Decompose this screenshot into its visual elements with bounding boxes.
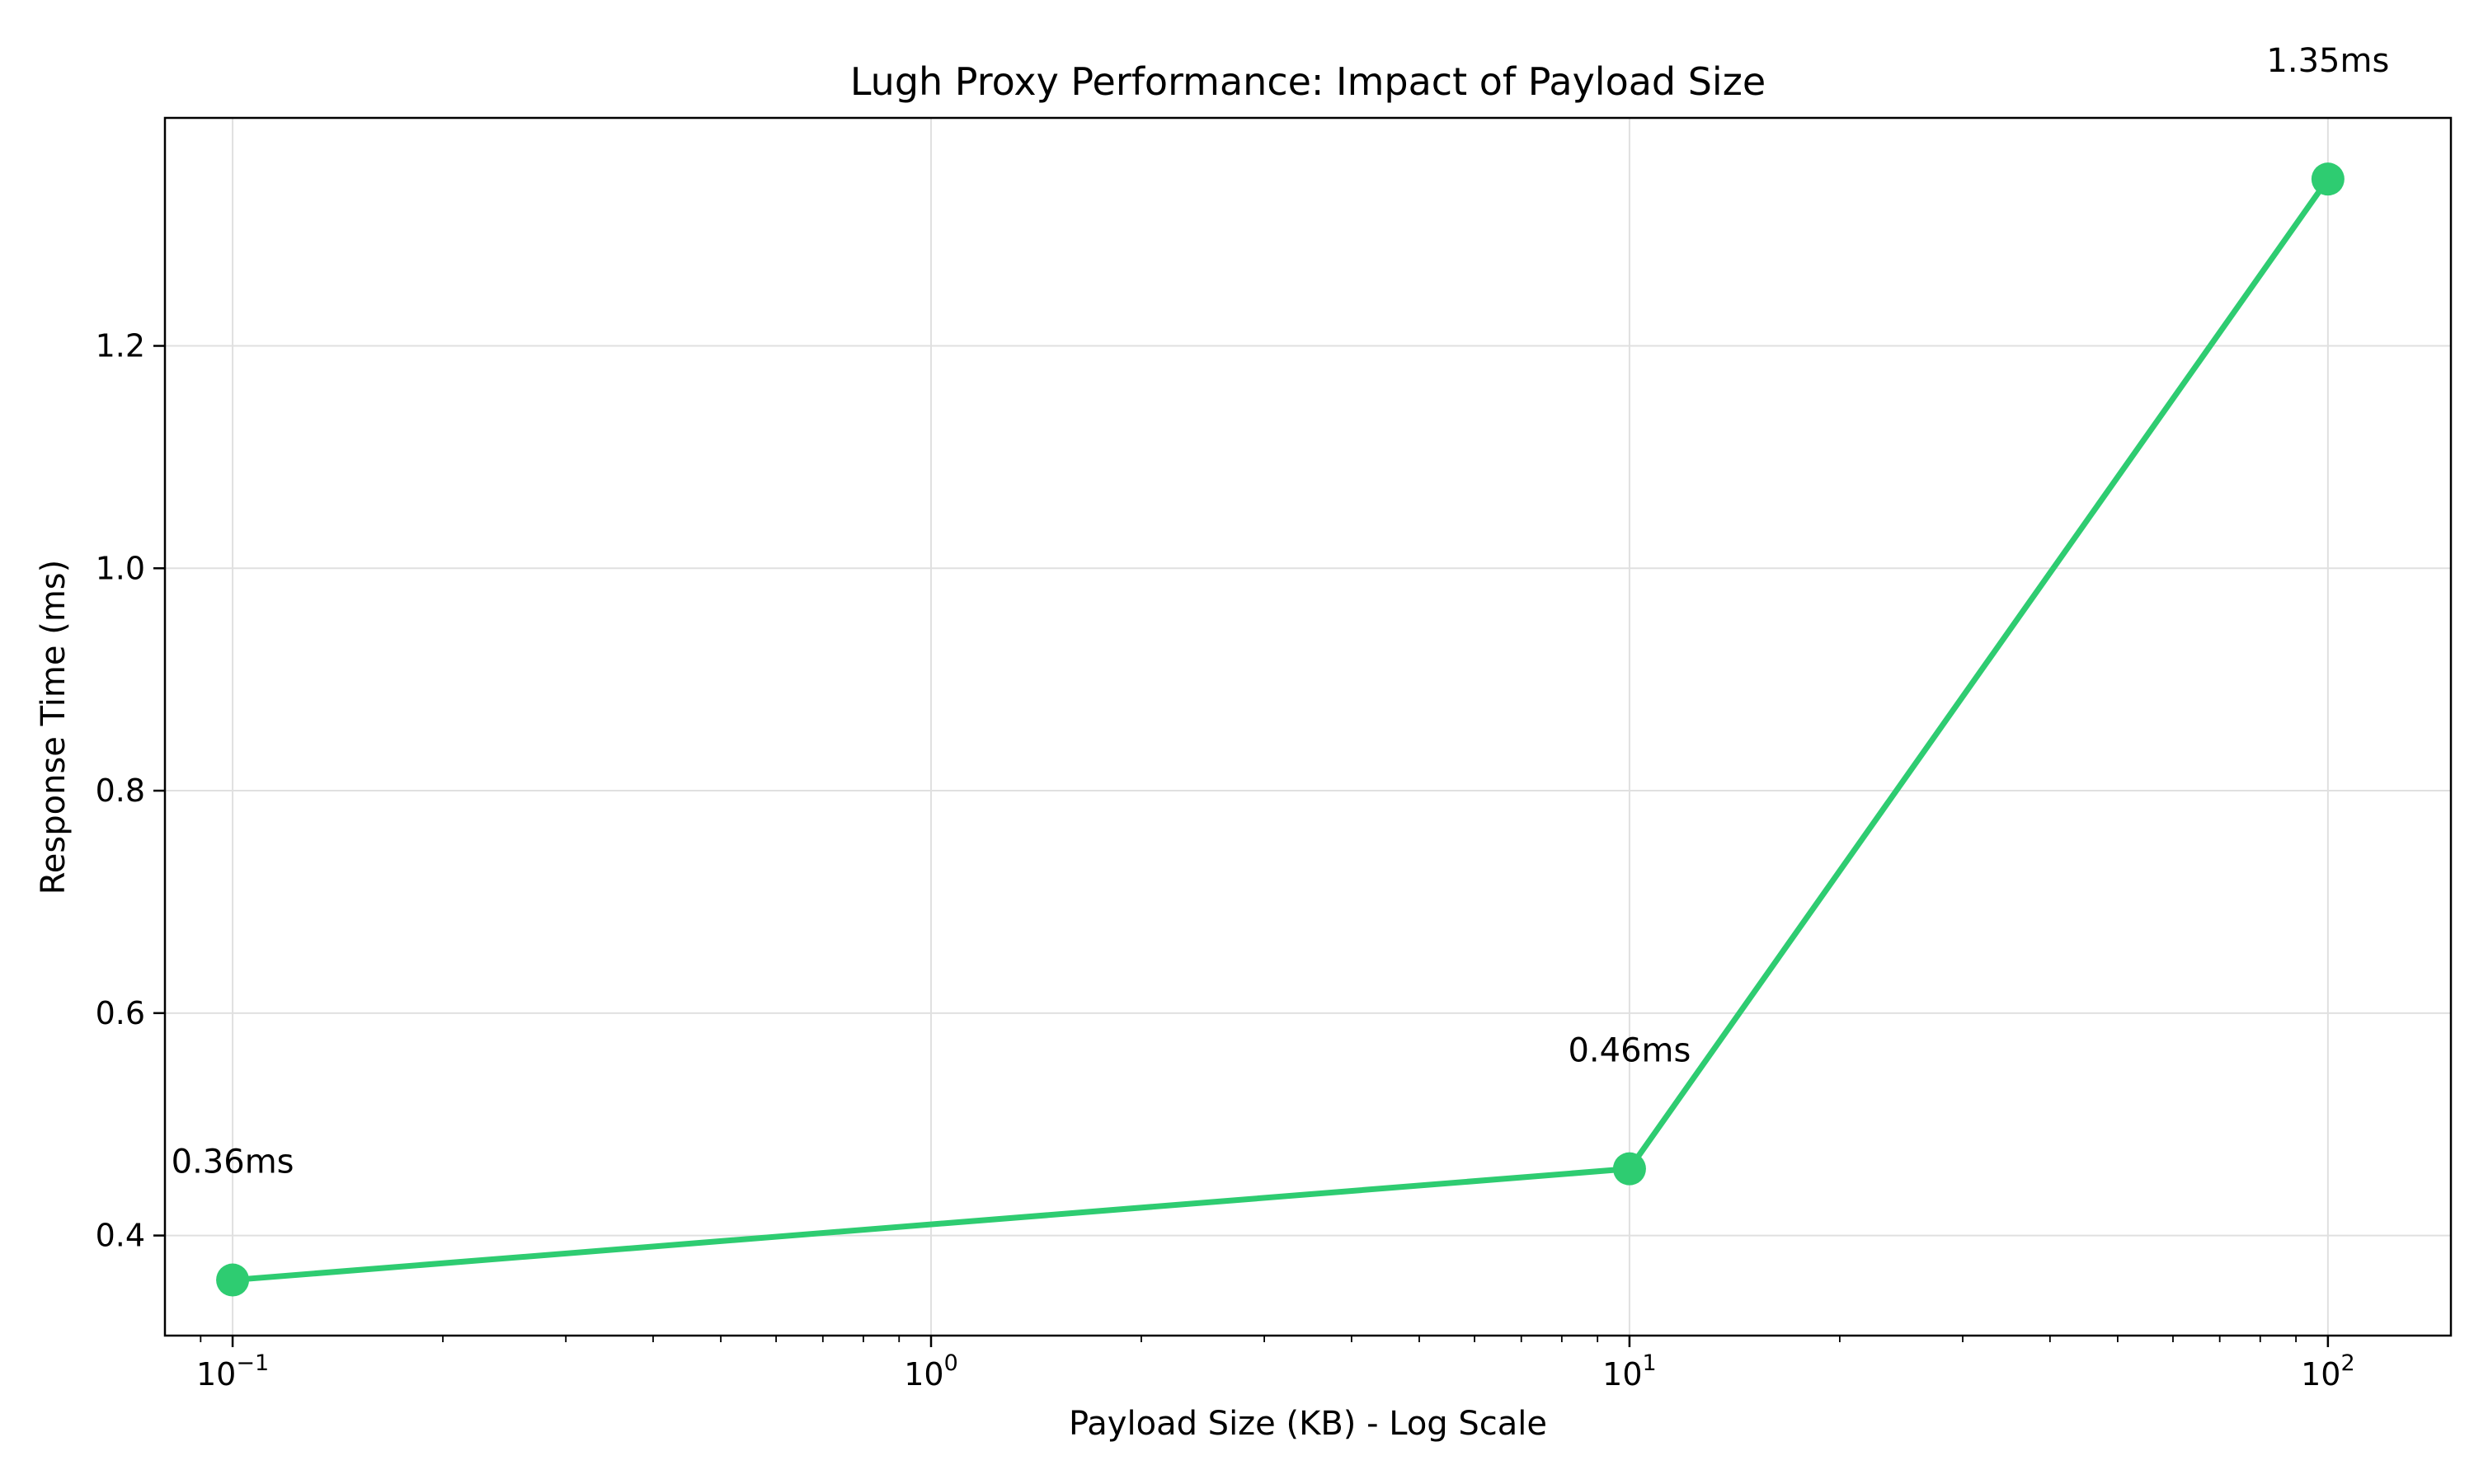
series-layer bbox=[216, 162, 2345, 1297]
x-axis-label: Payload Size (KB) - Log Scale bbox=[1069, 1405, 1547, 1443]
series-line bbox=[229, 176, 2331, 1284]
data-point bbox=[1612, 1152, 1646, 1186]
chart-title: Lugh Proxy Performance: Impact of Payloa… bbox=[850, 59, 1766, 104]
data-point bbox=[2311, 162, 2345, 196]
y-tick-label: 0.6 bbox=[96, 995, 145, 1031]
x-tick-label: 101 bbox=[1602, 1350, 1657, 1392]
data-label: 0.46ms bbox=[1568, 1032, 1691, 1070]
y-tick-label: 0.8 bbox=[96, 773, 145, 809]
data-point bbox=[216, 1263, 250, 1297]
x-tick-label: 102 bbox=[2301, 1350, 2355, 1392]
y-tick-label: 1.2 bbox=[96, 328, 145, 364]
grid-layer bbox=[165, 118, 2451, 1336]
y-tick-label: 1.0 bbox=[96, 550, 145, 586]
plot-frame bbox=[163, 116, 2453, 1337]
x-tick-label: 100 bbox=[904, 1350, 958, 1392]
x-tick-label: 10−1 bbox=[196, 1350, 269, 1392]
minor-ticks bbox=[200, 1336, 2298, 1342]
y-axis-label: Response Time (ms) bbox=[35, 560, 73, 895]
data-label-layer: 0.36ms 0.46ms 1.35ms bbox=[172, 42, 2390, 1181]
data-label: 0.36ms bbox=[172, 1144, 294, 1181]
y-tick-label: 0.4 bbox=[96, 1218, 145, 1254]
data-label: 1.35ms bbox=[2266, 42, 2389, 80]
tick-layer: 10−1 100 101 102 0.4 0.6 0.8 1.0 1.2 bbox=[96, 328, 2355, 1392]
